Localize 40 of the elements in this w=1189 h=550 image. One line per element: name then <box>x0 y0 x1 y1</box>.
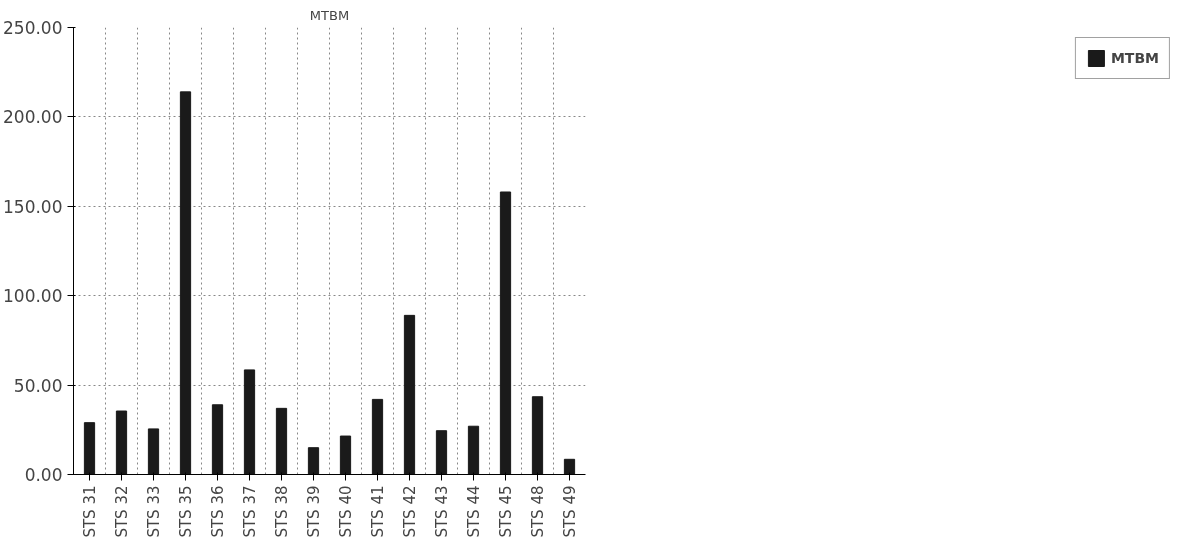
x-tick-label: STS 48 <box>528 485 547 538</box>
x-tick-label: STS 44 <box>464 485 483 538</box>
bar <box>179 91 192 475</box>
x-tick-label: STS 33 <box>144 485 163 538</box>
bar <box>499 191 512 475</box>
chart-title: MTBM <box>309 7 350 23</box>
y-tick-label: 150.00 <box>3 196 63 217</box>
x-tick-label: STS 41 <box>368 485 387 538</box>
y-tick-label: 100.00 <box>3 286 63 307</box>
x-tick-label: STS 42 <box>400 485 419 538</box>
x-tick-label: STS 31 <box>80 485 99 538</box>
x-tick-label: STS 49 <box>560 485 579 538</box>
bar <box>275 407 288 475</box>
x-tick-label: STS 36 <box>208 485 227 538</box>
bar <box>531 396 544 475</box>
x-tick-label: STS 40 <box>336 485 355 538</box>
bar <box>563 458 576 475</box>
x-tick-label: STS 32 <box>112 485 131 538</box>
bar <box>147 428 160 475</box>
x-tick-label: STS 39 <box>304 485 323 538</box>
x-tick-label: STS 37 <box>240 485 259 538</box>
bar <box>467 425 480 475</box>
y-tick-label: 50.00 <box>13 375 63 396</box>
bar <box>115 410 128 475</box>
y-tick-label: 250.00 <box>3 18 63 38</box>
bar <box>243 369 256 475</box>
x-tick-label: STS 35 <box>176 485 195 538</box>
legend-label: MTBM <box>1110 50 1159 66</box>
bar <box>211 404 224 475</box>
bar <box>339 435 352 475</box>
y-tick-label: 200.00 <box>3 107 63 128</box>
bar <box>435 430 448 475</box>
bar <box>83 422 96 475</box>
x-tick-label: STS 38 <box>272 485 291 538</box>
bar <box>307 447 320 475</box>
bar <box>403 314 416 475</box>
bar <box>371 398 384 475</box>
x-tick-label: STS 43 <box>432 485 451 538</box>
y-tick-label: 0.00 <box>24 465 63 485</box>
x-tick-label: STS 45 <box>496 485 515 538</box>
